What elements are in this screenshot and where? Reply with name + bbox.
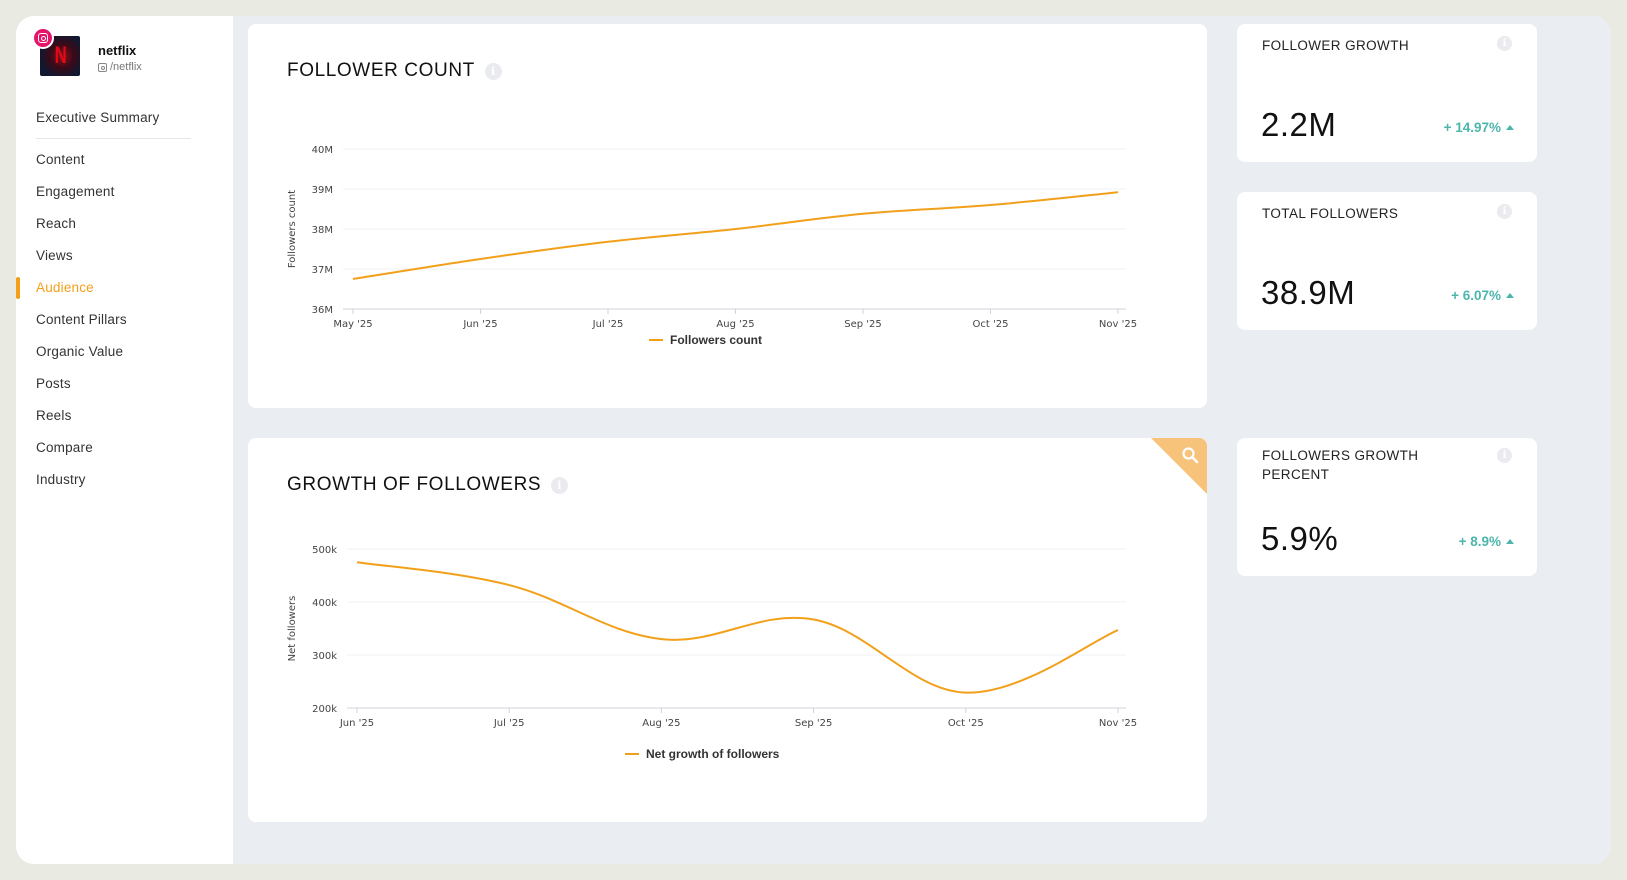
arrow-up-icon xyxy=(1506,293,1514,298)
y-axis-label: Followers count xyxy=(287,190,298,268)
series-line[interactable] xyxy=(352,191,1119,280)
card-title-row: GROWTH OF FOLLOWERS i xyxy=(287,474,569,496)
x-tick-label: Jul '25 xyxy=(592,319,624,330)
chart-legend[interactable]: Followers count xyxy=(649,333,762,347)
profile-name: netflix xyxy=(98,43,137,58)
info-icon[interactable]: i xyxy=(551,476,569,494)
x-tick-label: Nov '25 xyxy=(1099,319,1137,330)
arrow-up-icon xyxy=(1506,125,1514,130)
profile-handle-row: /netflix xyxy=(98,61,142,73)
stat-change: + 6.07% xyxy=(1451,288,1514,303)
stat-change-value: + 14.97% xyxy=(1443,120,1501,135)
x-tick-label: Sep '25 xyxy=(795,718,833,729)
stat-change: + 14.97% xyxy=(1444,120,1514,135)
legend-label: Followers count xyxy=(670,333,763,347)
series-line[interactable] xyxy=(356,561,1119,694)
growth-of-followers-title: GROWTH OF FOLLOWERS xyxy=(287,474,542,495)
follower-count-chart: 36M 37M 38M 39M 40M Followers count May '25 Jun… xyxy=(287,145,1137,330)
sidebar-item-audience[interactable]: Audience xyxy=(36,280,94,295)
x-tick-label: Sep '25 xyxy=(844,319,882,330)
sidebar-item-reach[interactable]: Reach xyxy=(36,216,77,231)
x-tick-label: Oct '25 xyxy=(948,718,984,729)
sidebar: N netflix /netflix Executive Summary Cont… xyxy=(16,16,233,864)
instagram-icon xyxy=(32,27,54,49)
stat-title: FOLLOWERS GROWTH PERCENT xyxy=(1262,448,1419,482)
follower-growth-card: FOLLOWER GROWTH i 2.2M + 14.97% xyxy=(1237,24,1537,162)
y-tick-label: 200k xyxy=(312,704,337,715)
growth-of-followers-card: GROWTH OF FOLLOWERS i 200k 300k 400k 500k Ne… xyxy=(248,438,1207,822)
info-icon[interactable]: i xyxy=(1497,448,1512,463)
profile-handle: /netflix xyxy=(110,61,142,73)
x-tick-label: Oct '25 xyxy=(973,319,1009,330)
active-indicator xyxy=(16,277,20,299)
sidebar-item-industry[interactable]: Industry xyxy=(36,472,86,487)
y-tick-label: 40M xyxy=(312,145,333,156)
y-tick-label: 300k xyxy=(312,651,337,662)
y-tick-label: 400k xyxy=(312,598,337,609)
avatar-logo: N xyxy=(54,42,67,69)
y-tick-label: 37M xyxy=(312,265,333,276)
x-tick-label: Jun '25 xyxy=(462,319,497,330)
y-tick-label: 38M xyxy=(312,225,333,236)
sidebar-item-content-pillars[interactable]: Content Pillars xyxy=(36,312,127,327)
legend-swatch xyxy=(625,753,639,755)
y-tick-label: 36M xyxy=(312,305,333,316)
sidebar-item-executive-summary[interactable]: Executive Summary xyxy=(36,110,160,125)
x-tick-label: Aug '25 xyxy=(642,718,680,729)
stat-value: 38.9M xyxy=(1261,274,1356,311)
search-icon xyxy=(1182,447,1199,464)
y-tick-label: 39M xyxy=(312,185,333,196)
info-icon[interactable]: i xyxy=(1497,204,1512,219)
avatar: N xyxy=(40,36,80,76)
info-icon[interactable]: i xyxy=(1497,36,1512,51)
stat-value: 5.9% xyxy=(1261,520,1339,557)
stat-change-value: + 6.07% xyxy=(1451,288,1501,303)
sidebar-item-posts[interactable]: Posts xyxy=(36,376,71,391)
card-title-row: FOLLOWER COUNT i xyxy=(287,60,502,82)
x-tick-label: May '25 xyxy=(333,319,372,330)
x-tick-label: Jun '25 xyxy=(339,718,374,729)
total-followers-card: TOTAL FOLLOWERS i 38.9M + 6.07% xyxy=(1237,192,1537,330)
nav-divider xyxy=(36,138,191,139)
y-axis-label: Net followers xyxy=(287,596,298,662)
sidebar-item-content[interactable]: Content xyxy=(36,152,85,167)
sidebar-item-views[interactable]: Views xyxy=(36,248,73,263)
info-icon[interactable]: i xyxy=(484,62,502,80)
chart-legend[interactable]: Net growth of followers xyxy=(625,747,779,761)
app-frame: N netflix /netflix Executive Summary Cont… xyxy=(16,16,1611,864)
instagram-small-icon xyxy=(98,62,107,72)
zoom-corner-button[interactable] xyxy=(1151,438,1207,494)
corner-triangle xyxy=(1151,438,1207,494)
growth-of-followers-chart: 200k 300k 400k 500k Net followers Jun '25 Jul … xyxy=(287,545,1137,729)
stat-change-value: + 8.9% xyxy=(1458,534,1501,549)
stat-title: TOTAL FOLLOWERS xyxy=(1262,206,1399,221)
stat-change: + 8.9% xyxy=(1459,534,1514,549)
follower-count-card: FOLLOWER COUNT i 36M 37M 38M 39M 40M Follower… xyxy=(248,24,1207,408)
sidebar-item-reels[interactable]: Reels xyxy=(36,408,72,423)
x-tick-label: Jul '25 xyxy=(493,718,525,729)
followers-growth-percent-card: FOLLOWERS GROWTH PERCENT i 5.9% + 8.9% xyxy=(1237,438,1537,576)
x-tick-label: Aug '25 xyxy=(716,319,754,330)
sidebar-item-organic-value[interactable]: Organic Value xyxy=(36,344,124,359)
y-tick-label: 500k xyxy=(312,545,337,556)
follower-count-title: FOLLOWER COUNT xyxy=(287,60,475,81)
sidebar-item-engagement[interactable]: Engagement xyxy=(36,184,115,199)
arrow-up-icon xyxy=(1506,539,1514,544)
x-tick-label: Nov '25 xyxy=(1099,718,1137,729)
stat-value: 2.2M xyxy=(1261,106,1337,143)
legend-label: Net growth of followers xyxy=(646,747,780,761)
legend-swatch xyxy=(649,339,663,341)
stat-title: FOLLOWER GROWTH xyxy=(1262,38,1409,53)
profile-header[interactable]: N netflix /netflix xyxy=(32,27,226,76)
sidebar-item-compare[interactable]: Compare xyxy=(36,440,93,455)
